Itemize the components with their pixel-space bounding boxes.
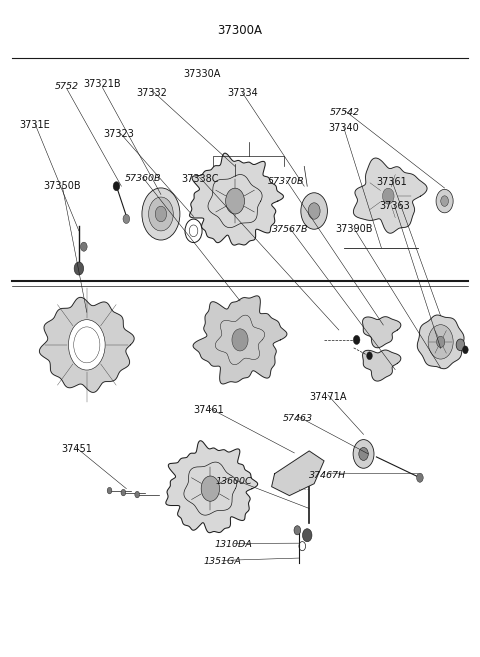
Polygon shape (362, 317, 401, 348)
Text: 37323: 37323 (104, 129, 134, 139)
Circle shape (226, 188, 244, 214)
Circle shape (123, 214, 130, 223)
Polygon shape (417, 315, 464, 369)
Text: 37461: 37461 (194, 405, 225, 415)
Text: 37334: 37334 (227, 87, 258, 98)
Polygon shape (166, 441, 258, 533)
Text: 37340: 37340 (328, 123, 359, 133)
Circle shape (367, 352, 372, 359)
Text: 37467H: 37467H (309, 470, 347, 480)
Polygon shape (39, 298, 134, 392)
Circle shape (308, 203, 320, 219)
Polygon shape (190, 153, 283, 245)
Text: 37332: 37332 (137, 87, 168, 98)
Text: 37363: 37363 (379, 201, 409, 211)
Circle shape (113, 181, 120, 191)
Circle shape (232, 328, 248, 351)
Text: 37300A: 37300A (217, 24, 263, 37)
Text: 1351GA: 1351GA (203, 557, 241, 566)
Text: 37451: 37451 (61, 444, 92, 454)
Text: 37338C: 37338C (181, 173, 218, 184)
Text: 57360B: 57360B (124, 174, 161, 183)
Circle shape (436, 336, 445, 348)
Text: 37350B: 37350B (43, 181, 81, 191)
Circle shape (69, 320, 105, 370)
Circle shape (155, 206, 167, 222)
Text: 37361: 37361 (376, 177, 407, 187)
Circle shape (359, 447, 368, 461)
Polygon shape (193, 296, 287, 384)
Text: 1310DA: 1310DA (215, 540, 253, 549)
Circle shape (456, 339, 465, 351)
Circle shape (463, 346, 468, 353)
Text: 57370B: 57370B (268, 177, 305, 187)
Text: 5752: 5752 (55, 81, 79, 91)
Circle shape (107, 487, 112, 494)
Text: 37321B: 37321B (84, 79, 121, 89)
Text: 3731E: 3731E (20, 120, 50, 130)
Circle shape (417, 473, 423, 482)
Circle shape (149, 197, 173, 231)
Text: 57542: 57542 (329, 108, 360, 117)
Circle shape (121, 489, 126, 496)
Circle shape (301, 193, 327, 229)
Circle shape (428, 325, 453, 359)
Text: 13600C: 13600C (216, 477, 252, 486)
Text: 37390B: 37390B (335, 225, 372, 235)
Circle shape (353, 335, 360, 344)
Polygon shape (353, 158, 427, 233)
Circle shape (81, 242, 87, 251)
Circle shape (74, 262, 84, 275)
Circle shape (302, 529, 312, 542)
Polygon shape (362, 350, 401, 381)
Circle shape (142, 188, 180, 240)
Text: 57463: 57463 (283, 414, 313, 423)
Circle shape (353, 440, 374, 468)
Polygon shape (272, 451, 324, 495)
Circle shape (436, 189, 453, 213)
Circle shape (135, 491, 140, 498)
Circle shape (201, 476, 219, 501)
Text: 37471A: 37471A (309, 392, 347, 402)
Circle shape (294, 526, 300, 535)
Text: 37567B: 37567B (272, 225, 308, 234)
Circle shape (383, 188, 394, 204)
Circle shape (441, 196, 448, 206)
Text: 37330A: 37330A (183, 70, 221, 79)
